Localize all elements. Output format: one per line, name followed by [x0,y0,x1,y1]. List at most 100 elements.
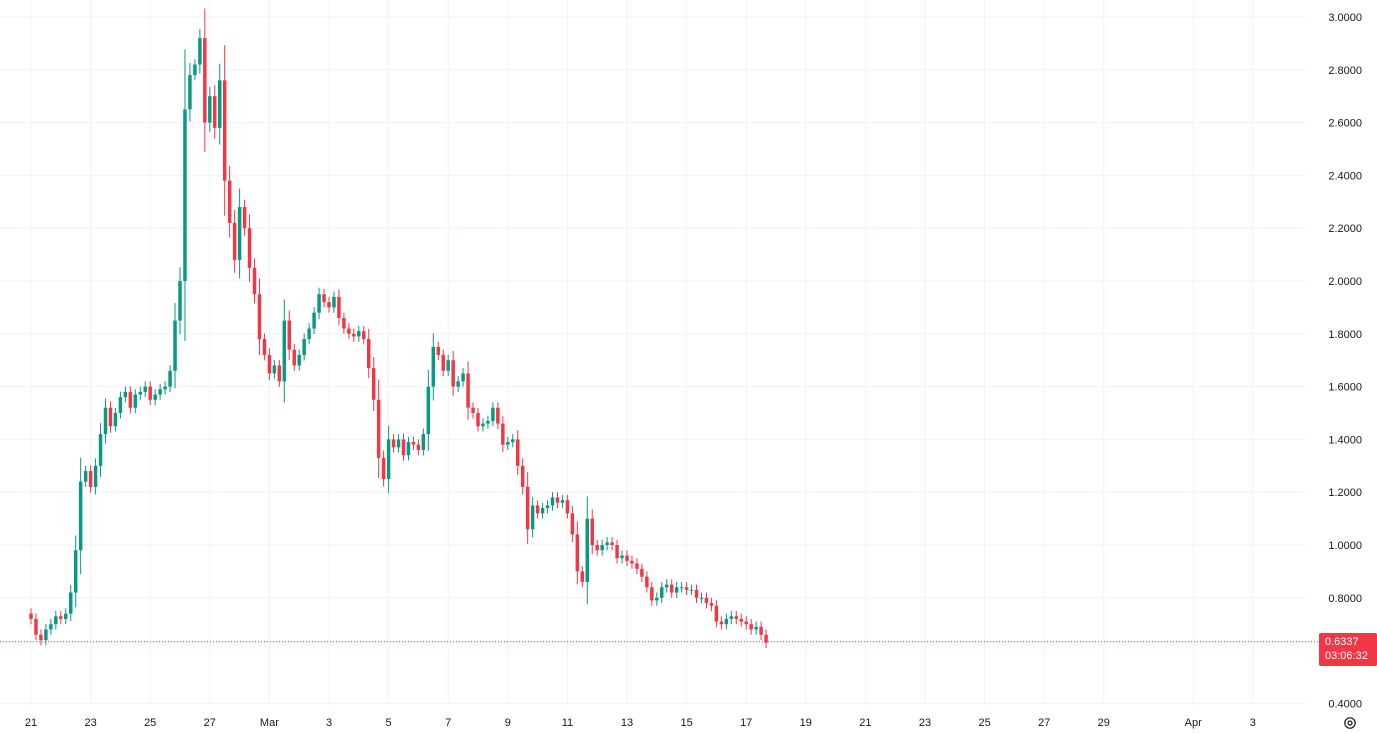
candle-down [610,542,614,545]
candle-up [217,80,222,128]
candle-up [600,545,604,551]
candle-up [724,618,729,625]
candle-up [550,497,555,506]
candle-down [669,584,674,593]
candle-down [327,302,331,308]
candle-up [123,391,128,398]
time-axis: 21 23 25 27 Mar 3 5 7 9 11 13 15 17 19 21 23 25 27 29 Apr 3 [25,717,1256,729]
candle-up [73,550,78,593]
candle-down [59,616,63,619]
countdown-timer: 03:06:32 [1325,650,1368,662]
candle-up [729,616,734,619]
candle-up [168,370,172,387]
candle-up [486,420,490,424]
candle-up [138,391,143,395]
candle-down [337,296,341,318]
candle-down [292,349,296,366]
candle-up [68,592,73,614]
candle-down [615,545,619,559]
candle-down [391,439,396,448]
candle-up [446,360,450,371]
candle-up [193,64,197,76]
y-tick-label: 2.4000 [1328,170,1362,182]
candle-up [173,320,177,371]
candle-down [565,500,570,514]
candle-down [764,634,768,643]
y-tick-label: 0.4000 [1328,698,1362,710]
candle-down [411,442,416,445]
candle-up [699,597,704,599]
candle-down [645,576,649,588]
candle-up [272,365,277,374]
x-tick-label: 23 [919,717,931,729]
candle-down [416,444,421,450]
y-tick-label: 1.6000 [1328,382,1362,394]
y-tick-label: 0.8000 [1328,593,1362,605]
x-tick-label: 27 [204,717,216,729]
candle-up [302,339,306,355]
candle-up [511,439,515,443]
candle-down [496,407,500,424]
x-tick-label: 21 [859,717,871,729]
candle-down [694,589,699,598]
candle-down [88,471,93,487]
candle-down [535,505,540,514]
candle-up [64,613,68,619]
candle-down [247,228,252,268]
candle-down [684,587,689,590]
candle-down [749,624,753,630]
candle-up [754,626,758,630]
candle-down [227,180,232,223]
candle-up [506,442,510,445]
y-tick-label: 1.8000 [1328,329,1362,341]
x-tick-label: 11 [562,717,573,729]
x-tick-label: 15 [680,717,692,729]
x-tick-label: Apr [1185,717,1202,729]
candle-down [232,222,237,260]
candle-up [163,386,167,390]
candle-down [501,423,505,445]
candle-down [704,597,709,604]
candle-down [719,621,724,625]
x-tick-label: 21 [25,717,37,729]
candle-down [376,399,381,458]
candle-up [54,616,58,625]
candle-up [49,624,53,630]
candle-series [29,8,768,648]
candle-down [451,360,455,387]
candle-up [426,386,431,435]
candle-up [312,312,316,329]
candle-down [476,413,480,427]
settings-gear-icon[interactable] [1343,716,1357,730]
candle-down [744,621,748,625]
candle-down [342,317,346,329]
candle-up [396,439,401,448]
x-tick-label: Mar [260,717,279,729]
last-price-badge: 0.6337 03:06:32 [1319,633,1377,666]
last-price-value: 0.6337 [1325,636,1359,648]
candle-up [113,413,118,427]
candle-up [153,394,157,400]
x-tick-label: 7 [445,717,451,729]
candle-down [520,465,525,487]
candle-down [471,407,475,413]
x-tick-label: 3 [326,717,332,729]
candle-up [133,394,138,408]
candle-down [39,634,43,641]
candle-down [635,563,639,569]
candle-down [322,294,326,303]
candle-down [148,386,152,400]
candle-down [242,207,247,229]
x-tick-label: 9 [505,717,511,729]
candle-up [456,381,460,387]
candle-down [575,534,580,572]
candle-down [203,38,207,123]
candle-down [252,267,257,295]
candle-down [371,368,376,400]
candle-up [431,347,436,387]
candle-up [545,505,550,509]
x-tick-label: 25 [978,717,990,729]
candle-up [188,75,192,110]
candle-down [108,407,113,427]
